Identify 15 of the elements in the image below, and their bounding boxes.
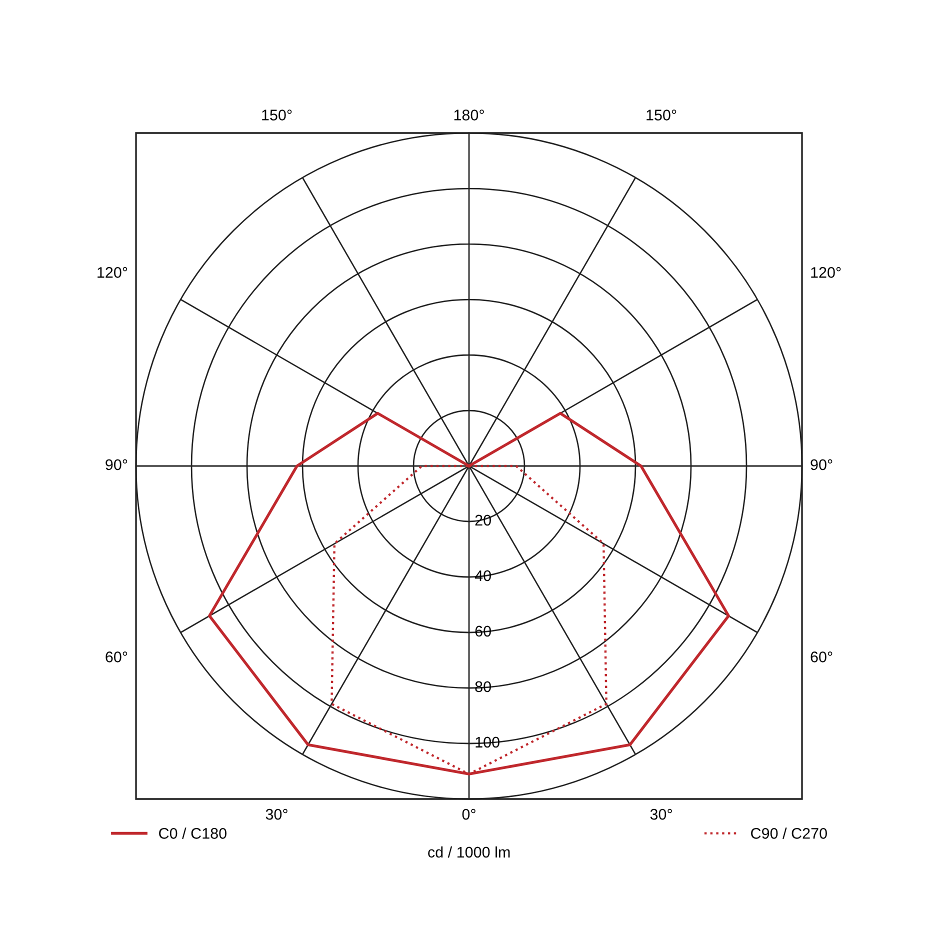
spoke-label: 120° — [98, 267, 128, 278]
spoke-label: 30° — [266, 808, 288, 820]
legend-label: C90 / C270 — [751, 828, 827, 839]
spoke-label: 90° — [106, 459, 128, 470]
spoke-label: 0° — [462, 808, 476, 820]
spoke-label: 60° — [106, 652, 128, 662]
legend-label: C0 / C180 — [159, 828, 226, 839]
spoke-label: 150° — [646, 110, 676, 120]
spoke-label: 120° — [811, 267, 841, 278]
spoke-label: 90° — [810, 459, 832, 470]
spoke-label: 60° — [810, 652, 832, 662]
spoke-label: 180° — [454, 110, 484, 120]
spoke-label: 30° — [650, 808, 672, 820]
text: cd / 1000 lm — [428, 846, 510, 858]
spoke-label: 150° — [262, 110, 292, 120]
